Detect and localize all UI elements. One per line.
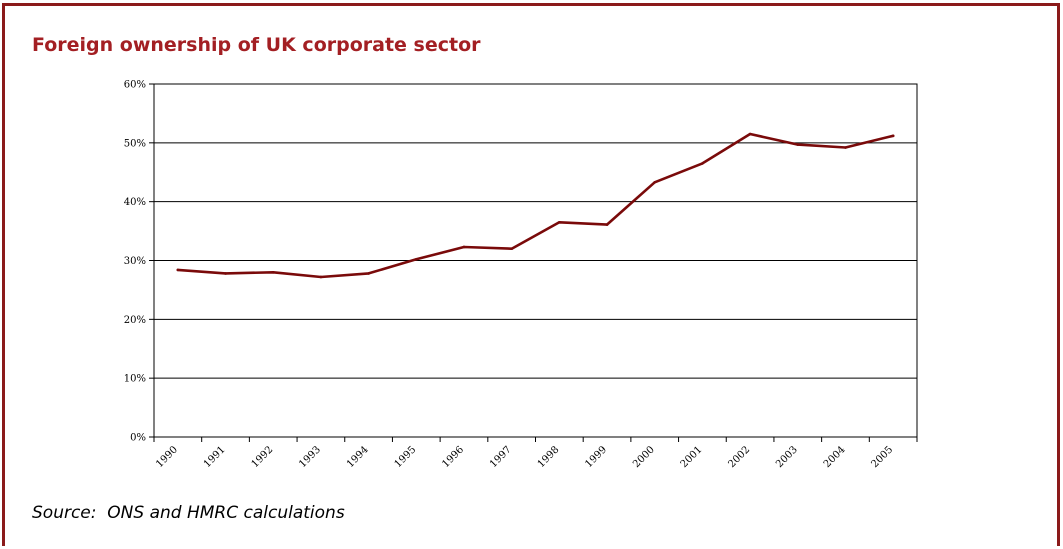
x-tick-label: 1997 [488, 444, 514, 470]
x-tick-label: 1996 [440, 444, 466, 470]
y-tick-label: 0% [130, 433, 146, 444]
chart-frame [2, 3, 1060, 546]
x-tick-label: 2000 [631, 444, 657, 470]
x-tick-label: 2003 [774, 444, 800, 470]
y-tick-label: 20% [124, 315, 146, 326]
x-tick-label: 2004 [822, 444, 848, 470]
data-point [891, 134, 895, 138]
x-tick-label: 2001 [679, 444, 705, 470]
data-point [653, 180, 657, 184]
y-tick-label: 30% [124, 256, 146, 267]
y-tick-label: 10% [124, 374, 146, 385]
data-point [319, 275, 323, 279]
data-point [510, 247, 513, 251]
x-tick-label: 1991 [202, 444, 228, 470]
x-tick-label: 1998 [536, 444, 562, 470]
data-point [796, 143, 800, 146]
data-point [462, 245, 466, 249]
data-point [558, 220, 561, 224]
series-layer [176, 132, 895, 279]
x-tick-label: 1993 [297, 444, 323, 470]
x-tick-label: 2002 [726, 444, 752, 470]
x-tick-label: 1999 [583, 444, 609, 470]
data-point [367, 272, 370, 275]
x-axis-ticks: 1990 1991 1992 1993 1994 1995 1996 1997 1998 1999… [153, 437, 918, 470]
data-point [271, 270, 275, 274]
x-tick-label: 1992 [250, 444, 276, 470]
gridlines [154, 142, 917, 379]
data-point [414, 258, 418, 261]
data-point [748, 132, 752, 136]
chart-title: Foreign ownership of UK corporate sector [32, 34, 481, 56]
y-tick-label: 40% [124, 197, 146, 208]
x-tick-label: 1995 [393, 444, 419, 470]
data-point [844, 146, 847, 149]
series-line [176, 132, 895, 279]
data-point [176, 268, 180, 272]
y-tick-label: 60% [124, 80, 146, 91]
data-point [605, 223, 609, 226]
data-point [224, 272, 227, 275]
x-tick-label: 1994 [345, 444, 371, 470]
x-tick-label: 2005 [870, 444, 896, 470]
x-tick-label: 1990 [154, 444, 180, 470]
data-point [701, 162, 704, 165]
source-note: Source: ONS and HMRC calculations [32, 503, 345, 523]
y-axis-ticks: 0% 10% 20% 30% 40% 50% 60% [124, 80, 154, 444]
y-tick-label: 50% [124, 138, 146, 149]
